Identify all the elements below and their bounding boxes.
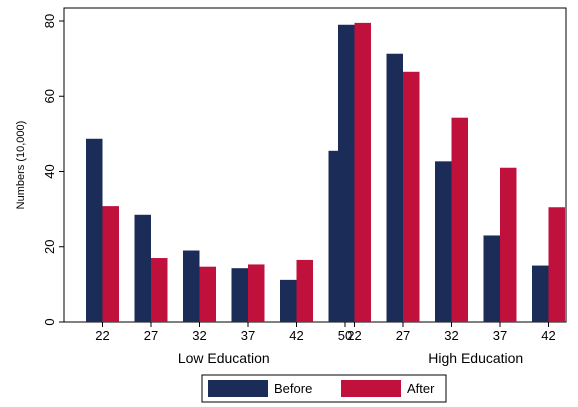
bar-after [151,258,168,322]
x-tick-label: 42 [541,328,555,343]
plot-area [63,7,567,323]
y-tick-label: 60 [42,89,57,103]
y-tick-label: 0 [42,318,57,325]
bar-after [354,22,371,322]
bar-after [102,206,119,322]
group-label: Low Education [178,350,270,366]
bar-before [134,214,151,322]
bar-after [248,264,265,322]
x-tick-label: 37 [493,328,507,343]
bar-after [500,167,517,322]
y-axis-title: Numbers (10,000) [15,121,27,210]
x-tick-label: 32 [444,328,458,343]
y-tick-label: 80 [42,14,57,28]
legend-swatch-after [341,380,401,397]
x-tick-label: 27 [396,328,410,343]
y-tick-label: 40 [42,164,57,178]
x-tick-label: 22 [347,328,361,343]
x-tick-label: 42 [289,328,303,343]
legend: Before After [201,374,447,403]
x-tick-label: 32 [192,328,206,343]
bar-after [403,71,420,322]
bar-before [231,268,248,322]
legend-swatch-before [208,380,268,397]
bar-after [548,207,565,322]
legend-label-before: Before [274,381,312,396]
x-tick-label: 22 [95,328,109,343]
bar-before [86,138,103,322]
bar-before [386,53,403,322]
y-tick-label: 20 [42,240,57,254]
bar-after [451,117,468,322]
y-axis: 0 20 40 60 80 [42,14,64,326]
bar-before [532,265,549,322]
bar-before [338,24,355,322]
bar-after [199,266,216,322]
bar-before [183,250,200,322]
group-label: High Education [428,350,523,366]
legend-label-after: After [407,381,435,396]
bar-before [280,279,297,322]
bar-after [296,259,313,322]
x-tick-label: 37 [241,328,255,343]
x-tick-label: 27 [144,328,158,343]
bar-before [435,161,452,322]
bar-before [483,235,500,322]
x-tick-label: 50 [338,328,352,343]
